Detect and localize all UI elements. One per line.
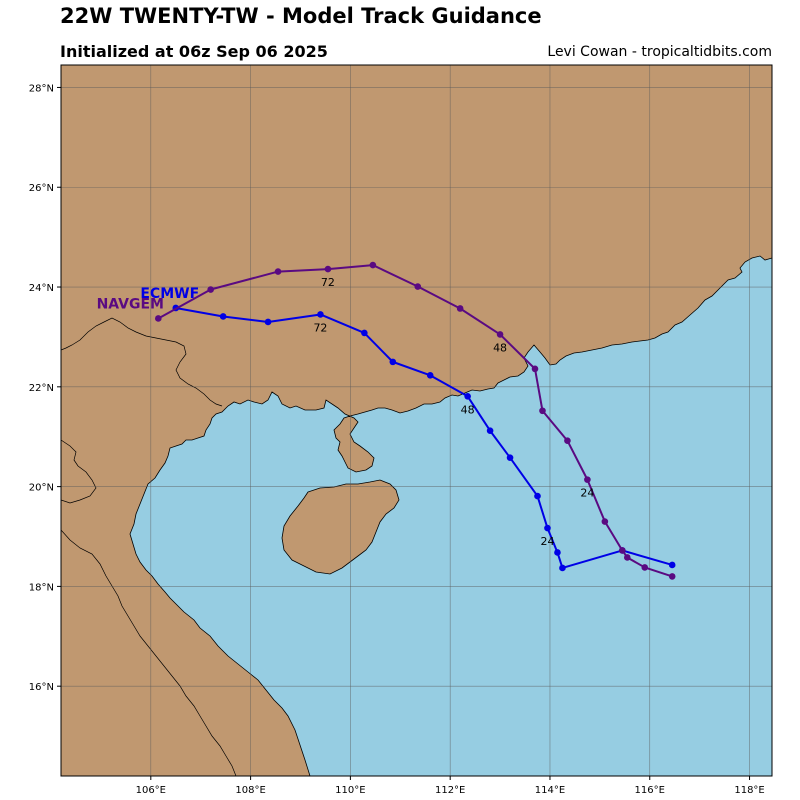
ecmwf-track-point — [534, 492, 541, 500]
navgem-track-point — [324, 265, 332, 273]
mainland-land — [61, 65, 772, 776]
navgem-track-point — [564, 437, 571, 445]
navgem-track-point — [414, 283, 422, 290]
navgem-track-point — [641, 564, 649, 571]
map-frame — [60, 64, 773, 777]
ecmwf-track-point — [486, 427, 494, 435]
lat-tick-label: 28°N — [29, 83, 54, 94]
navgem-track-point — [369, 261, 377, 269]
lat-tick-label: 22°N — [29, 383, 54, 394]
lat-tick-label: 24°N — [29, 283, 54, 294]
navgem-track-point — [601, 518, 609, 525]
navgem-track-point — [539, 407, 546, 415]
ecmwf-track-point — [668, 561, 676, 569]
lon-tick-label: 110°E — [335, 785, 365, 796]
lon-tick-label: 114°E — [535, 785, 565, 796]
ecmwf-track-point — [264, 318, 272, 326]
forecast-hour-label: 24 — [580, 487, 594, 500]
forecast-hour-label: 24 — [540, 535, 554, 548]
ecmwf-track-point — [506, 454, 514, 461]
navgem-track-point — [584, 476, 591, 483]
axis-tick-labels: 106°E 108°E 110°E 112°E 114°E 116°E 118°E 16°N 1… — [29, 83, 765, 796]
forecast-hour-label: 48 — [493, 341, 507, 354]
map-gridlines — [61, 65, 772, 776]
lat-tick-label: 16°N — [29, 682, 54, 693]
ecmwf-track-point — [361, 329, 368, 337]
lon-tick-label: 118°E — [734, 785, 764, 796]
navgem-track-point — [207, 286, 214, 293]
ecmwf-track-point — [389, 358, 397, 366]
forecast-hour-label: 72 — [313, 321, 327, 334]
ecmwf-track-line — [175, 307, 673, 569]
lat-tick-label: 18°N — [29, 582, 54, 593]
country-borders — [61, 317, 237, 776]
ecmwf-track-point — [559, 564, 566, 572]
ecmwf-track-point — [554, 549, 561, 556]
lon-tick-label: 106°E — [136, 785, 166, 796]
navgem-model-label: NAVGEM — [97, 296, 164, 312]
ecmwf-track-point — [219, 313, 227, 320]
hainan-land — [281, 479, 400, 575]
navgem-track-point — [274, 268, 282, 275]
navgem-track-point — [619, 547, 626, 554]
ecmwf-track-point — [426, 372, 434, 379]
ecmwf-model-label: ECMWF — [140, 286, 199, 302]
navgem-track-point — [531, 365, 539, 373]
lat-tick-label: 20°N — [29, 483, 54, 494]
forecast-hour-label: 72 — [321, 276, 335, 289]
ecmwf-track-point — [317, 311, 324, 318]
lon-tick-label: 112°E — [435, 785, 465, 796]
lon-tick-label: 116°E — [635, 785, 665, 796]
chart-title: 22W TWENTY-TW - Model Track Guidance — [60, 4, 542, 28]
ecmwf-track-point — [464, 393, 471, 400]
navgem-track-point — [496, 331, 504, 338]
ecmwf-track-point — [544, 524, 551, 532]
credit-text: Levi Cowan - tropicaltidbits.com — [547, 44, 772, 60]
navgem-track-point — [624, 554, 631, 561]
navgem-track-point — [154, 315, 162, 322]
model-tracks: 24 48 72 24 48 72 — [154, 261, 676, 580]
lon-tick-label: 108°E — [235, 785, 265, 796]
lat-tick-label: 26°N — [29, 183, 54, 194]
forecast-hour-label: 48 — [461, 403, 475, 416]
init-time-subtitle: Initialized at 06z Sep 06 2025 — [60, 42, 328, 61]
navgem-track-point — [668, 573, 676, 580]
navgem-track-point — [456, 305, 464, 312]
